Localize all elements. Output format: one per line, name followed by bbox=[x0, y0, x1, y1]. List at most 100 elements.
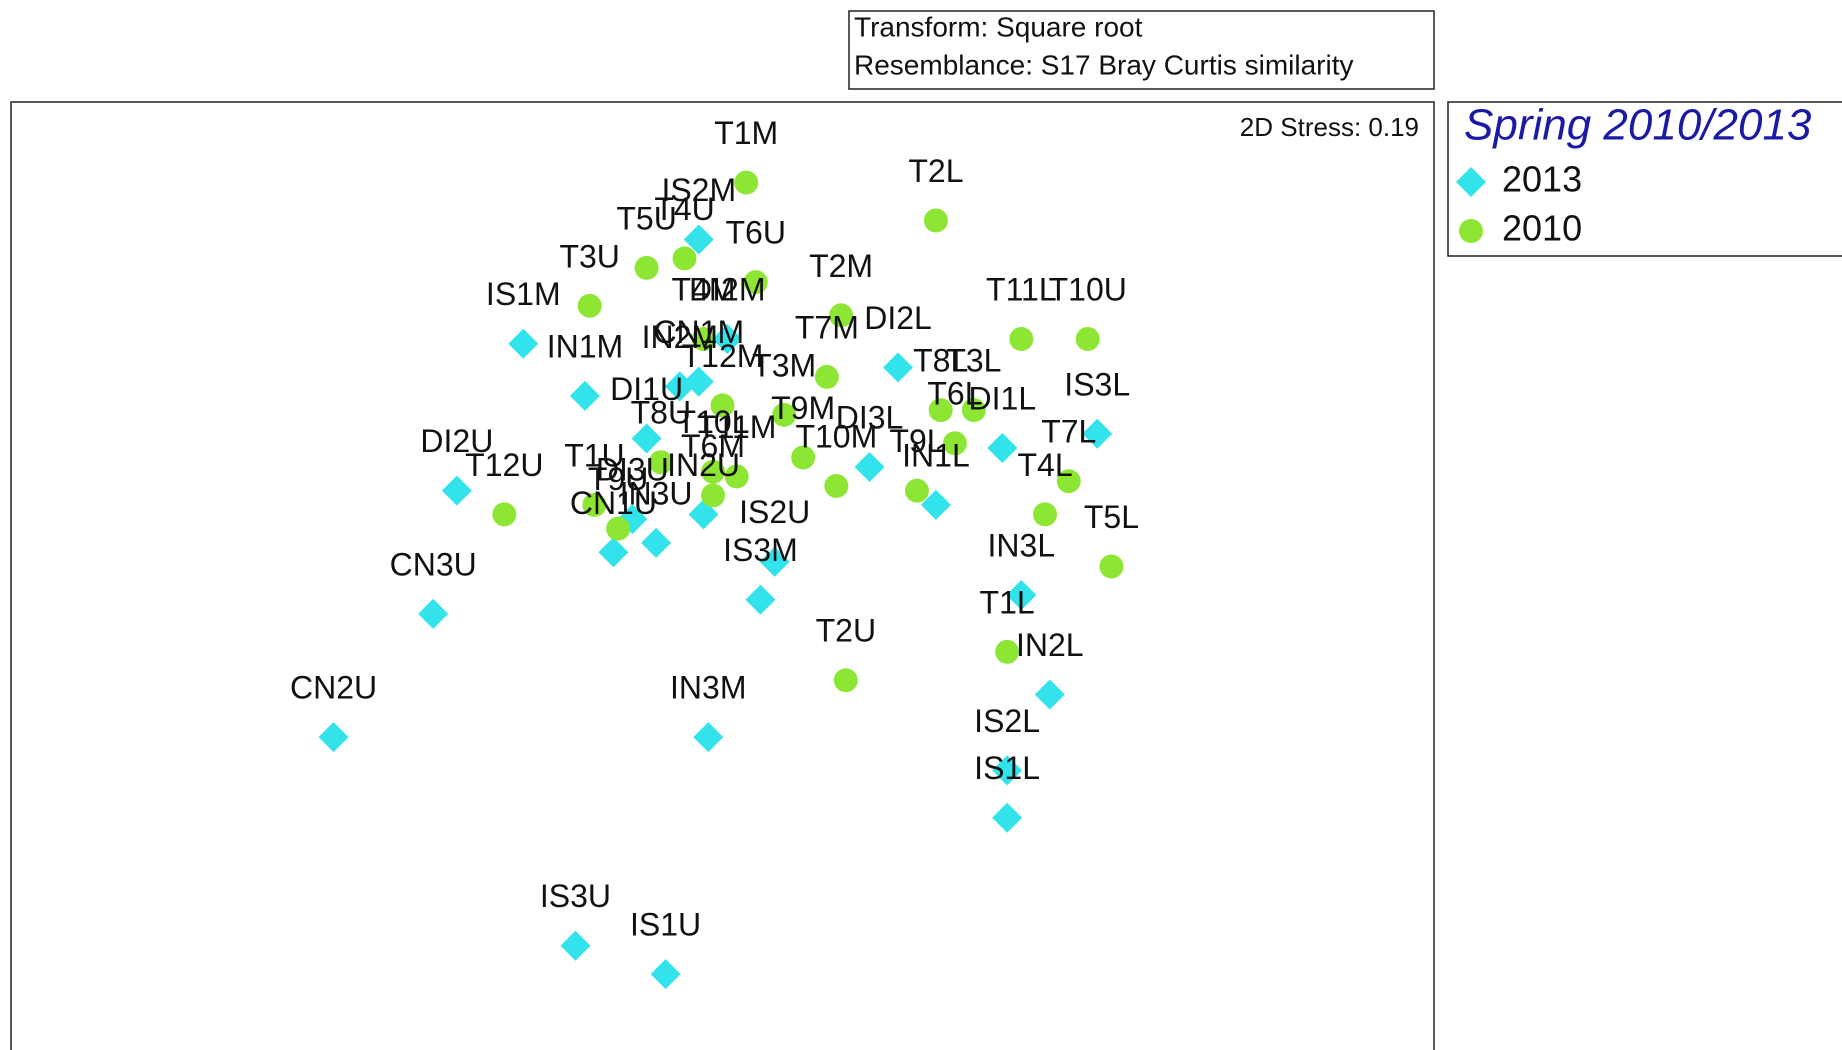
point bbox=[701, 483, 726, 508]
point-label: IS2L bbox=[974, 703, 1040, 739]
point-label: T9M bbox=[771, 390, 835, 426]
point bbox=[992, 755, 1023, 786]
point-label: IS1U bbox=[630, 907, 701, 943]
plot-frame bbox=[10, 101, 1435, 1050]
point-label: T12M bbox=[682, 338, 764, 374]
point-label: T2M bbox=[809, 248, 873, 284]
point bbox=[569, 380, 600, 411]
legend-label: 2013 bbox=[1502, 159, 1582, 200]
point-label: T3U bbox=[559, 238, 619, 274]
point-label: T7L bbox=[1041, 414, 1096, 450]
point-label: CN1U bbox=[570, 485, 657, 521]
point bbox=[814, 364, 839, 389]
point-label: IS1M bbox=[486, 276, 561, 312]
point-label: DI1L bbox=[969, 380, 1037, 416]
point-label: DI2U bbox=[420, 423, 493, 459]
point-label: T9L bbox=[889, 423, 944, 459]
point bbox=[1099, 554, 1124, 579]
point bbox=[710, 393, 735, 418]
point-label: T3M bbox=[752, 347, 816, 383]
point bbox=[928, 398, 953, 423]
point bbox=[961, 398, 986, 423]
point-label: IS1L bbox=[974, 750, 1040, 786]
point-label: CN1M bbox=[653, 314, 744, 350]
annotation-box bbox=[848, 10, 1435, 90]
point bbox=[923, 208, 948, 233]
point-label: IS3U bbox=[540, 878, 611, 914]
point bbox=[987, 433, 1018, 464]
point-label: T4L bbox=[1017, 447, 1072, 483]
point bbox=[904, 478, 929, 503]
point bbox=[691, 327, 716, 351]
point bbox=[883, 352, 914, 383]
point bbox=[745, 584, 776, 615]
point-label: T6L bbox=[927, 376, 982, 412]
point-label: T1M bbox=[714, 115, 778, 151]
point-label: IN3L bbox=[988, 527, 1056, 563]
point-label: IS3M bbox=[723, 532, 798, 568]
point bbox=[683, 224, 714, 255]
legend-marker bbox=[1456, 167, 1486, 197]
point bbox=[318, 722, 349, 753]
point-label: IN3U bbox=[620, 475, 693, 511]
point-label: T10M bbox=[795, 418, 877, 454]
point bbox=[701, 459, 726, 484]
legend: Spring 2010/2013 2013 2010 bbox=[1447, 101, 1842, 257]
point-label: T11L bbox=[986, 271, 1057, 307]
point bbox=[648, 450, 673, 475]
point-label: T5L bbox=[1084, 499, 1139, 535]
point-label: T2U bbox=[816, 613, 876, 649]
point bbox=[693, 722, 724, 753]
points: IS1M IN1M DI2U CN3U CN2U IN3M IS3U IS1U IS3MIS2U… bbox=[290, 115, 1139, 990]
point bbox=[712, 324, 743, 354]
point-label: T8L bbox=[913, 343, 968, 379]
point-label: T10L bbox=[677, 404, 750, 440]
point-label: DI2M bbox=[689, 271, 765, 307]
stress-label: 2D Stress: 0.19 bbox=[1240, 112, 1419, 142]
point-label: DI3U bbox=[596, 452, 669, 488]
point-label: T4M bbox=[672, 271, 736, 307]
point-label: IS3L bbox=[1064, 366, 1130, 402]
point-label: IN3M bbox=[670, 670, 746, 706]
point-label: T3L bbox=[946, 343, 1001, 379]
point bbox=[631, 423, 662, 454]
point-label: T6U bbox=[725, 215, 785, 251]
point-label: IN1L bbox=[902, 437, 970, 473]
point-label: T1L bbox=[980, 584, 1035, 620]
point bbox=[598, 537, 629, 568]
point-label: T8U bbox=[631, 395, 691, 431]
point-label: DI3L bbox=[836, 399, 904, 435]
point bbox=[734, 170, 759, 195]
point-label: IS2U bbox=[739, 494, 810, 530]
point bbox=[1082, 418, 1113, 449]
point bbox=[1033, 502, 1058, 527]
point bbox=[743, 270, 768, 295]
point-label: T1U bbox=[564, 437, 624, 473]
point bbox=[672, 246, 697, 271]
annotation: Transform: Square root bbox=[854, 11, 1143, 42]
point-label: IN2M bbox=[642, 319, 718, 355]
point bbox=[824, 473, 849, 498]
point bbox=[577, 293, 602, 318]
point-label: T10U bbox=[1049, 271, 1127, 307]
point bbox=[441, 475, 472, 506]
point bbox=[920, 489, 951, 520]
point-label: T11M bbox=[697, 409, 776, 445]
point-label: T5U bbox=[616, 200, 676, 236]
point-label: T6M bbox=[681, 428, 745, 464]
point bbox=[606, 516, 631, 541]
point-label: IN1M bbox=[547, 328, 623, 364]
point-label: CN2U bbox=[290, 670, 377, 706]
point bbox=[995, 639, 1020, 664]
point bbox=[854, 451, 885, 482]
point bbox=[1009, 327, 1034, 351]
point bbox=[641, 527, 672, 558]
point bbox=[772, 402, 797, 427]
point bbox=[833, 668, 858, 693]
point bbox=[1056, 469, 1081, 494]
point bbox=[791, 445, 816, 470]
point bbox=[418, 598, 449, 629]
point-label: IS2M bbox=[661, 172, 736, 208]
